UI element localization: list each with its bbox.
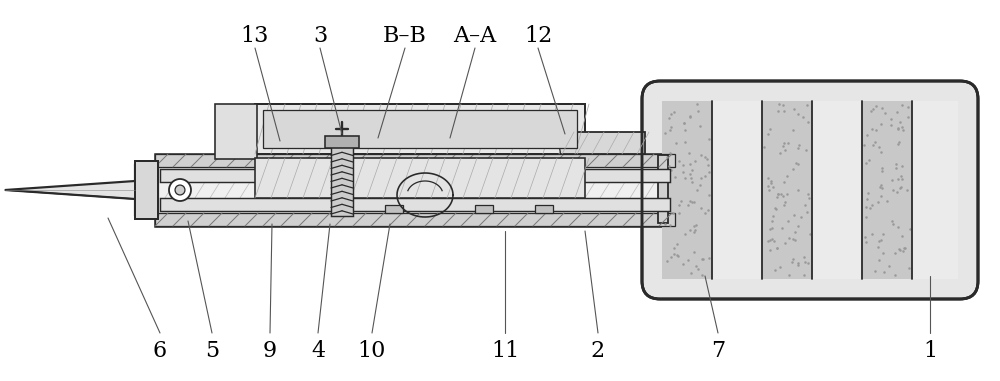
Text: 5: 5 <box>205 340 219 362</box>
Bar <box>155 154 675 167</box>
Bar <box>160 169 670 182</box>
Circle shape <box>175 185 185 195</box>
Bar <box>912 101 958 279</box>
Bar <box>155 154 675 226</box>
Bar <box>255 158 585 198</box>
Text: 4: 4 <box>311 340 325 362</box>
Bar <box>712 101 762 279</box>
Text: 7: 7 <box>711 340 725 362</box>
Text: 3: 3 <box>313 25 327 47</box>
Bar <box>662 101 712 279</box>
Bar <box>560 132 645 154</box>
Bar <box>331 146 353 216</box>
Bar <box>862 101 912 279</box>
Bar <box>812 101 862 279</box>
Text: 9: 9 <box>263 340 277 362</box>
Text: 1: 1 <box>923 340 937 362</box>
FancyBboxPatch shape <box>642 81 978 299</box>
Bar <box>263 110 577 148</box>
Text: 10: 10 <box>358 340 386 362</box>
Bar <box>475 205 493 213</box>
Bar <box>385 205 403 213</box>
Bar <box>325 136 359 148</box>
Bar <box>535 205 553 213</box>
Bar <box>155 213 675 226</box>
Bar <box>762 101 812 279</box>
Text: 13: 13 <box>241 25 269 47</box>
Text: 6: 6 <box>153 340 167 362</box>
Bar <box>255 104 585 154</box>
Text: A–A: A–A <box>453 25 497 47</box>
Text: 2: 2 <box>591 340 605 362</box>
Bar <box>215 104 257 159</box>
Bar <box>160 198 670 211</box>
Polygon shape <box>5 165 158 215</box>
Bar <box>658 155 668 223</box>
Text: B–B: B–B <box>383 25 427 47</box>
Text: 12: 12 <box>524 25 552 47</box>
Text: 11: 11 <box>491 340 519 362</box>
Circle shape <box>169 179 191 201</box>
Bar <box>135 161 158 219</box>
